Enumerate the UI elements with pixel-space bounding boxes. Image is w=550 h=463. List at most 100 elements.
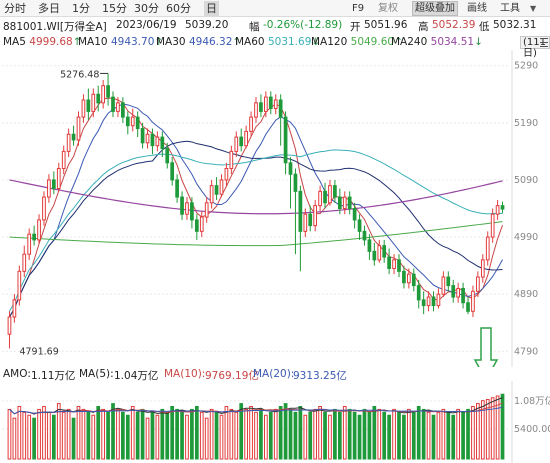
candle-body — [480, 259, 485, 278]
ma5-legend-label: MA5 — [3, 36, 26, 48]
tab-daily[interactable]: 日 — [204, 1, 219, 16]
candle-body — [71, 133, 76, 141]
volume-bar — [382, 411, 387, 460]
super-overlay-button[interactable]: 超级叠加 — [412, 1, 458, 16]
ma60-legend-label: MA60 — [235, 36, 265, 48]
ma10-legend-label: MA10 — [78, 36, 108, 48]
candle-body — [446, 276, 451, 287]
volume-bar — [165, 411, 170, 460]
candle-body — [431, 296, 436, 307]
arrow-up-icon: ↓ — [311, 36, 321, 48]
volume-bar — [333, 408, 337, 460]
tab-60min[interactable]: 60分 — [166, 2, 191, 15]
candle-body — [7, 316, 12, 335]
period-toolbar: 分时 多日 1分 15分 30分 60分 日 F9 复权 超级叠加 画线 工具 … — [0, 0, 550, 17]
candle-body — [116, 102, 120, 112]
y-tick-label: 4990 — [514, 232, 538, 243]
vol-ma5-label: MA(5): — [79, 368, 114, 380]
volume-bar — [86, 411, 91, 460]
volume-bar — [352, 411, 357, 460]
ma10-line — [9, 103, 503, 318]
menu-icon[interactable] — [540, 38, 548, 47]
tab-30min[interactable]: 30分 — [134, 2, 159, 15]
high-label: 高 — [418, 21, 429, 33]
volume-bar — [268, 411, 273, 460]
candle-body — [17, 270, 22, 301]
volume-bar — [185, 414, 189, 460]
volume-bar — [239, 403, 244, 460]
volume-bar — [150, 411, 155, 460]
volume-bar — [175, 408, 179, 460]
tab-intraday[interactable]: 分时 — [4, 2, 26, 15]
candle-body — [490, 213, 495, 238]
annotation-low: 4791.69 — [19, 346, 58, 357]
candle-body — [298, 190, 303, 232]
tab-multi-day[interactable]: 多日 — [38, 2, 60, 15]
ma-legend: MA5 4999.68↑ MA10 4943.70↑ MA30 4946.32↑… — [0, 34, 550, 50]
close-value: 5039.20 — [185, 19, 229, 31]
candle-body — [32, 233, 36, 241]
candle-body — [135, 116, 140, 130]
adjust-button[interactable]: 复权 — [378, 3, 398, 14]
draw-line-button[interactable]: 画线 — [467, 3, 487, 14]
candle-body — [377, 245, 382, 261]
candle-body — [160, 136, 165, 150]
volume-bar — [32, 417, 36, 460]
f9-button[interactable]: F9 — [352, 3, 365, 14]
chevron-down-icon[interactable]: ▼ — [530, 4, 537, 13]
volume-bar — [397, 411, 401, 460]
volume-bar — [229, 408, 234, 460]
candle-body — [495, 205, 500, 215]
arrow-up-icon: ↑ — [72, 36, 82, 48]
candle-body — [125, 116, 130, 127]
ma120-legend-label: MA120 — [311, 36, 348, 48]
candle-body — [293, 173, 298, 192]
volume-bar — [101, 408, 106, 460]
candle-body — [411, 273, 416, 287]
ma30-legend-label: MA30 — [156, 36, 186, 48]
ma10-legend-value: 4943.70 — [110, 36, 155, 48]
tab-15min[interactable]: 15分 — [102, 2, 127, 15]
candle-body — [342, 196, 347, 209]
volume-bar — [116, 408, 120, 460]
volume-bar — [37, 408, 41, 460]
volume-bar — [47, 411, 51, 460]
y-tick-label: 5290 — [514, 61, 538, 72]
volume-bar — [71, 417, 76, 460]
tab-1min[interactable]: 1分 — [72, 2, 90, 15]
volume-bar — [199, 411, 204, 460]
candle-body — [318, 190, 322, 207]
volume-bar — [431, 414, 436, 460]
volume-bar — [411, 411, 416, 460]
candle-body — [76, 116, 81, 141]
volume-bar — [357, 414, 362, 460]
volume-bar — [190, 408, 194, 460]
volume-bar — [308, 411, 313, 460]
candle-body — [150, 133, 155, 147]
vol-y-tick-label: 1.08万亿 — [514, 395, 550, 407]
volume-bar — [337, 411, 342, 460]
volume-bar — [283, 403, 288, 460]
period-select[interactable]: (111日) — [520, 36, 550, 59]
candle-body — [244, 130, 248, 147]
tools-button[interactable]: 工具 — [500, 3, 520, 14]
candle-body — [387, 256, 391, 269]
candle-body — [259, 102, 263, 112]
candle-body — [180, 196, 184, 215]
volume-bar — [61, 411, 66, 460]
ma120-legend-value: 5049.60 — [350, 36, 395, 48]
volume-bar — [145, 417, 150, 460]
candle-body — [22, 253, 27, 272]
volume-bar — [96, 406, 101, 460]
candle-body — [209, 185, 214, 204]
ma5-legend-value: 4999.68 — [29, 36, 73, 48]
candle-body — [352, 208, 357, 221]
candle-body — [254, 102, 258, 118]
candle-body — [456, 287, 461, 298]
volume-bar — [249, 406, 253, 460]
candle-body — [421, 299, 426, 307]
amo-value: 1.11万亿 — [31, 370, 76, 382]
candle-body — [51, 179, 56, 190]
ma240-legend-value: 5034.51 — [430, 36, 475, 48]
volume-bar — [451, 414, 456, 460]
